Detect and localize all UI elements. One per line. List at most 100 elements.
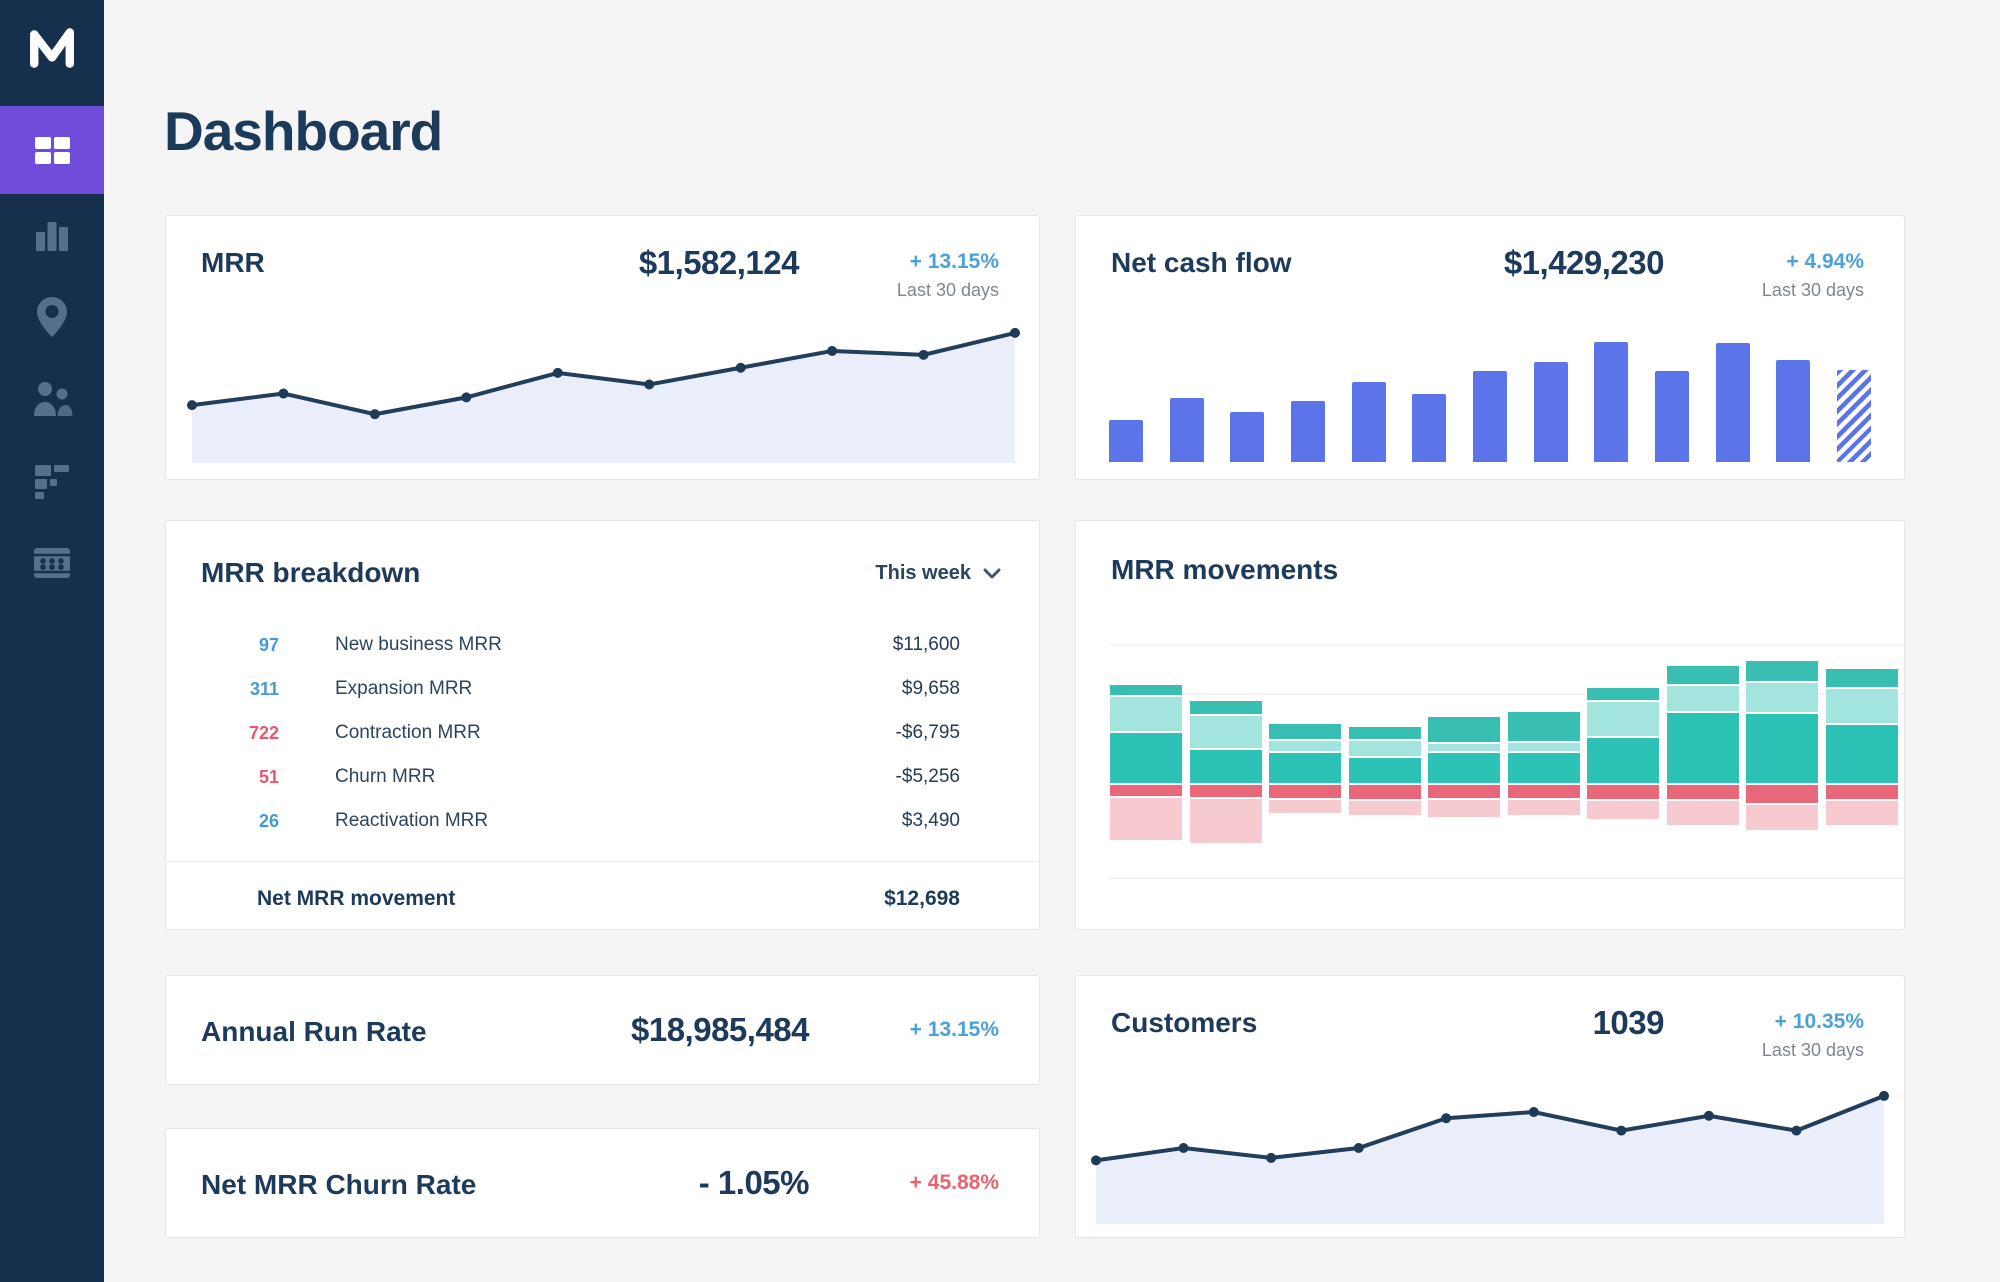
segment-neg-light [1348,800,1422,816]
segment-middle [1268,740,1342,752]
segment-neg-light [1745,804,1819,831]
bar-chart-icon [32,216,72,254]
segment-top [1427,716,1501,743]
net-mrr-movement-value: $12,698 [884,887,960,910]
breakdown-row: 722 Contraction MRR -$6,795 [166,711,1039,755]
segment-base [1109,732,1183,784]
sidebar-item-charts[interactable] [0,194,104,276]
row-value: $11,600 [892,634,960,655]
bar [1351,382,1386,462]
row-count: 97 [258,634,279,655]
mrr-card-title: MRR [201,247,265,278]
bar [1169,398,1204,462]
segment-middle [1507,742,1581,752]
net-mrr-churn-rate-card: Net MRR Churn Rate - 1.05% + 45.88% [165,1128,1040,1238]
row-label: Expansion MRR [335,678,473,699]
projected-bar [1836,370,1871,462]
segment-neg-dark [1427,784,1501,799]
app-logo[interactable] [0,16,104,82]
mrr-movements-stacked-chart [1109,629,1904,904]
chevron-down-icon [983,562,1001,585]
segment-middle [1745,682,1819,713]
customers-header: Customers 1039 + 10.35% Last 30 days [1076,976,1904,1061]
mrr-value: $1,582,124 [638,244,800,281]
mrr-delta: + 13.15% [909,250,999,273]
divider [166,861,1039,862]
row-value: $3,490 [901,810,960,831]
segment-base [1745,713,1819,784]
sidebar [0,0,104,1282]
sidebar-item-customers[interactable] [0,358,104,440]
mrr-delta-block: + 13.15% Last 30 days [829,244,999,301]
segment-neg-light [1427,799,1501,818]
bar [1472,371,1507,462]
annual-run-rate-card: Annual Run Rate $18,985,484 + 13.15% [165,975,1040,1085]
gridline [1109,644,1904,646]
segment-base [1427,752,1501,784]
mrr-card: MRR $1,582,124 + 13.15% Last 30 days [165,215,1040,480]
mrr-breakdown-title: MRR breakdown [201,557,421,588]
breakdown-row: 26 Reactivation MRR $3,490 [166,799,1039,843]
net-mrr-churn-rate-title: Net MRR Churn Rate [201,1168,477,1200]
bar [1654,371,1689,462]
customers-value: 1039 [1592,1004,1665,1041]
segment-neg-light [1109,797,1183,841]
mrr-breakdown-header: MRR breakdown This week [166,521,1039,589]
bar [1715,343,1750,462]
mrr-movements-card: MRR movements [1075,520,1905,930]
bar [1594,342,1629,462]
mrr-movements-title: MRR movements [1111,554,1339,585]
mrr-breakdown-card: MRR breakdown This week 97 New business M… [165,520,1040,930]
chartmogul-logo-icon [24,24,80,75]
segment-neg-light [1586,800,1660,820]
segment-top [1745,660,1819,682]
row-value: -$6,795 [895,722,960,743]
customers-delta: + 10.35% [1774,1010,1864,1033]
mrr-card-header: MRR $1,582,124 + 13.15% Last 30 days [166,216,1039,301]
period-filter-label: This week [875,561,971,584]
row-count: 311 [249,678,279,699]
net-mrr-movement-label: Net MRR movement [257,887,456,910]
row-count: 26 [258,810,279,831]
net-mrr-churn-rate-row: Net MRR Churn Rate - 1.05% + 45.88% [166,1129,1039,1237]
segment-top [1586,687,1660,701]
segment-top [1268,723,1342,740]
sidebar-item-cohorts[interactable] [0,440,104,522]
customers-period-label: Last 30 days [1761,1040,1864,1060]
segment-top [1348,726,1422,740]
gridline [1109,877,1904,879]
segment-base [1666,712,1740,784]
map-pin-icon [35,296,69,338]
sidebar-item-geography[interactable] [0,276,104,358]
people-icon [31,381,73,417]
period-filter-dropdown[interactable]: This week [875,562,1001,585]
bar [1533,362,1568,462]
sidebar-item-dashboard[interactable] [0,106,104,194]
net-mrr-movement-row: Net MRR movement $12,698 [166,862,1039,911]
segment-neg-dark [1189,784,1263,798]
breakdown-row: 311 Expansion MRR $9,658 [166,667,1039,711]
segment-middle [1348,740,1422,757]
breakdown-row: 97 New business MRR $11,600 [166,623,1039,667]
row-label: New business MRR [335,634,502,655]
customers-area-chart [1086,1074,1894,1224]
segment-neg-dark [1825,784,1899,800]
segment-top [1109,684,1183,696]
sidebar-item-data[interactable] [0,522,104,604]
bar [1230,412,1265,462]
segment-middle [1427,743,1501,752]
segment-top [1189,700,1263,715]
net-cash-flow-delta: + 4.94% [1786,250,1864,273]
net-cash-flow-value: $1,429,230 [1503,244,1665,281]
annual-run-rate-delta: + 13.15% [909,1018,999,1041]
bar [1109,420,1143,462]
net-mrr-churn-rate-delta: + 45.88% [909,1171,999,1194]
annual-run-rate-title: Annual Run Rate [201,1015,427,1047]
bar [1290,401,1325,462]
segment-middle [1666,685,1740,712]
segment-top [1507,711,1581,742]
mrr-breakdown-rows: 97 New business MRR $11,600 311 Expansion MR… [166,623,1039,843]
bar [1776,360,1811,462]
customers-title: Customers [1111,1007,1258,1038]
